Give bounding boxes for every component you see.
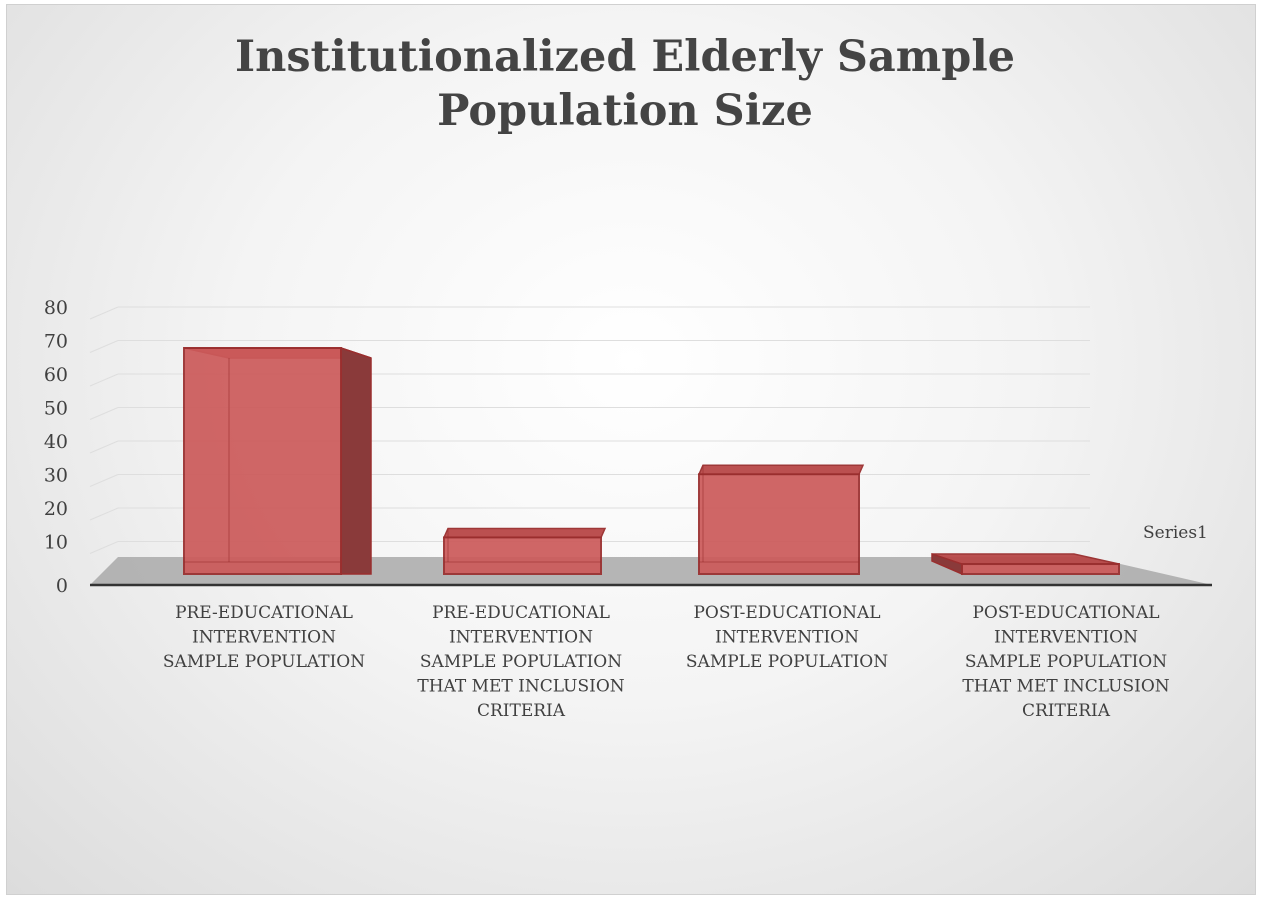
y-tick-label: 20 <box>44 498 68 520</box>
gridline-side <box>89 474 119 487</box>
y-tick-label: 30 <box>44 465 68 487</box>
gridline-side <box>89 340 119 353</box>
bar-top <box>442 527 607 539</box>
x-tick-label: CRITERIA <box>1022 701 1111 721</box>
chart-title: Institutionalized Elderly Sample Populat… <box>234 32 1016 136</box>
x-tick-label: SAMPLE POPULATION <box>163 652 365 672</box>
x-tick-label: SAMPLE POPULATION <box>965 652 1167 672</box>
x-tick-label: CRITERIA <box>477 701 566 721</box>
x-tick-label: POST-EDUCATIONAL <box>972 603 1159 623</box>
gridline-side <box>89 507 119 521</box>
gridline-side <box>89 306 119 320</box>
y-tick-label: 60 <box>44 364 68 386</box>
y-tick-label: 70 <box>44 331 68 353</box>
bar <box>698 473 860 576</box>
bar-top <box>697 464 865 476</box>
bar <box>183 347 342 575</box>
x-tick-label: PRE-EDUCATIONAL <box>175 603 353 623</box>
gridline-side <box>89 541 119 554</box>
y-tick-label: 80 <box>44 297 68 319</box>
y-tick-label: 40 <box>44 431 68 453</box>
legend-series-label: Series1 <box>1143 523 1208 543</box>
y-tick-label: 10 <box>44 532 68 554</box>
x-tick-label: POST-EDUCATIONAL <box>693 603 880 623</box>
x-tick-label: PRE-EDUCATIONAL <box>432 603 610 623</box>
gridline-side <box>89 407 119 420</box>
gridline-side <box>89 440 119 454</box>
x-tick-label: INTERVENTION <box>192 628 336 648</box>
x-tick-label: INTERVENTION <box>715 628 859 648</box>
x-tick-label: SAMPLE POPULATION <box>420 652 622 672</box>
gridline-side <box>89 373 119 387</box>
x-tick-label: THAT MET INCLUSION <box>962 677 1169 697</box>
bar <box>443 536 602 575</box>
x-tick-label: THAT MET INCLUSION <box>417 677 624 697</box>
y-tick-label: 50 <box>44 398 68 420</box>
bar <box>961 563 1120 576</box>
y-tick-label: 0 <box>56 575 68 597</box>
bar-top <box>931 553 1120 565</box>
bar-side <box>340 346 372 575</box>
x-tick-label: INTERVENTION <box>994 628 1138 648</box>
x-tick-label: INTERVENTION <box>449 628 593 648</box>
x-tick-label: SAMPLE POPULATION <box>686 652 888 672</box>
